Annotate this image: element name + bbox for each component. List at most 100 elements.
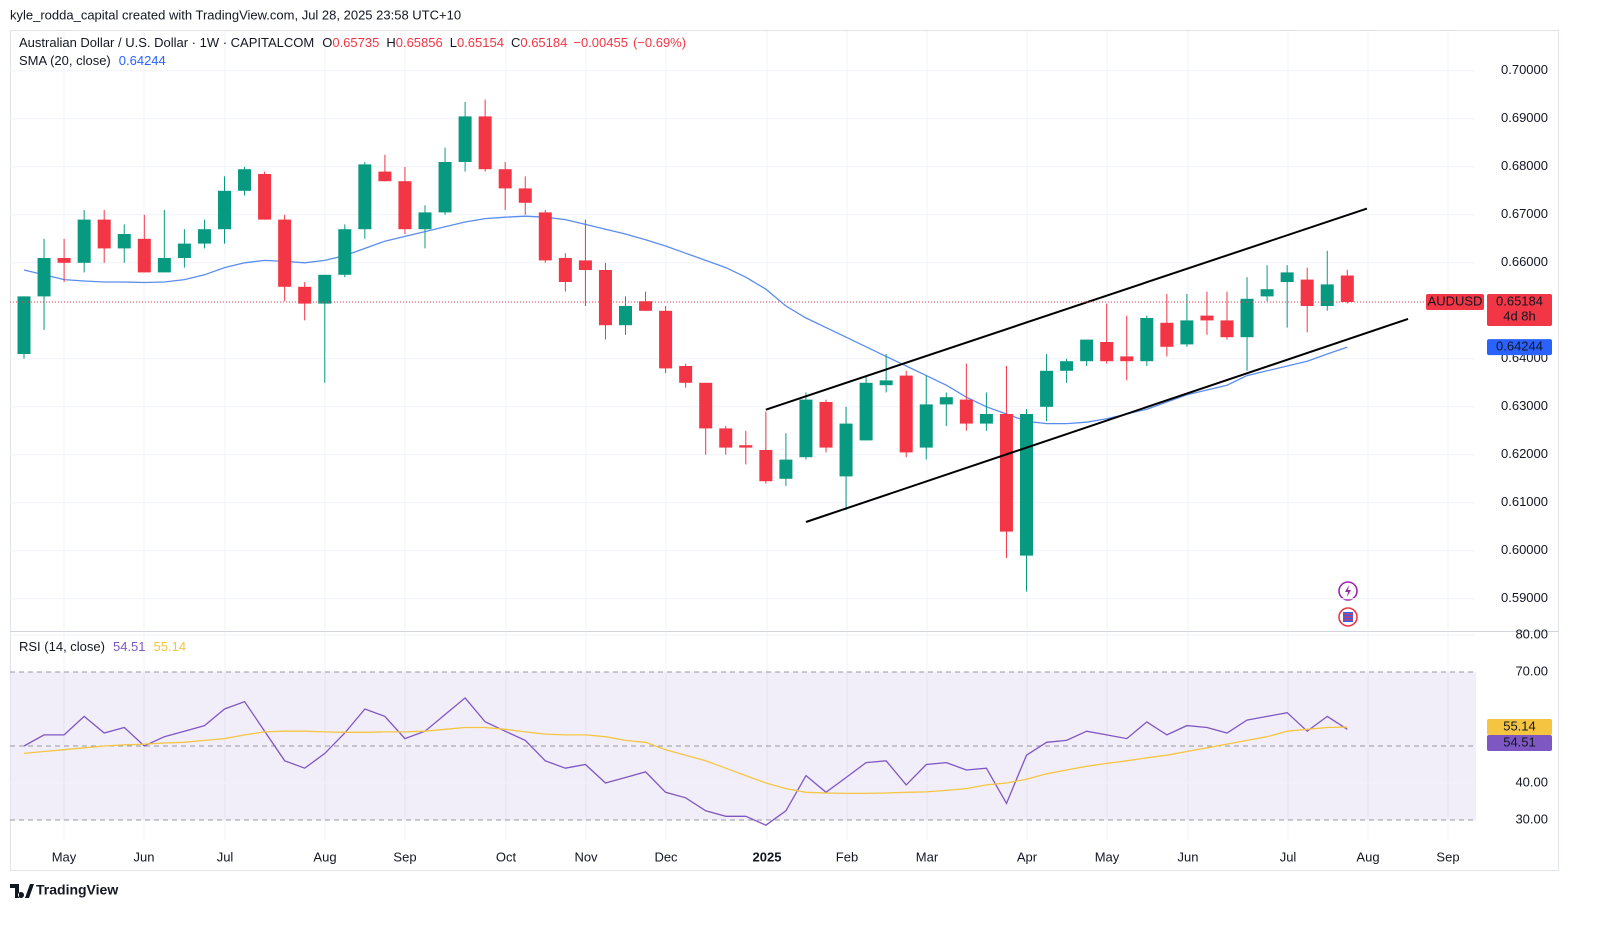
series-value: 54.51 xyxy=(113,639,146,654)
candle-body xyxy=(418,212,432,230)
candle-body xyxy=(1160,322,1174,347)
logo-text: TradingView xyxy=(36,882,118,898)
sma-value: 0.64244 xyxy=(119,53,166,68)
lightning-glyph xyxy=(1345,585,1351,597)
candle-body xyxy=(538,212,552,261)
ohlc-letter: L xyxy=(450,35,457,50)
sma-tag-text: 0.64244 xyxy=(1496,339,1543,354)
candle-body xyxy=(578,260,592,270)
candle-body xyxy=(17,296,31,354)
candle-body xyxy=(1120,356,1134,362)
candle-body xyxy=(57,258,71,263)
candle-body xyxy=(1100,342,1114,362)
candle-body xyxy=(197,229,211,244)
y-tick-label: 0.70000 xyxy=(1501,62,1548,77)
alert-icon[interactable] xyxy=(1338,581,1358,601)
candle-body xyxy=(458,116,472,162)
candle-body xyxy=(37,258,51,297)
candle-body xyxy=(839,423,853,477)
candle-body xyxy=(318,274,332,304)
x-tick-label: Apr xyxy=(1017,849,1038,864)
candle-body xyxy=(1240,298,1254,338)
logo-glyph xyxy=(10,884,34,898)
x-tick-label: Sep xyxy=(1436,849,1459,864)
x-tick-label: Jul xyxy=(1280,849,1297,864)
credit: kyle_rodda_capital created with TradingV… xyxy=(10,7,461,22)
flag-stripes xyxy=(1343,613,1353,621)
candle-body xyxy=(999,414,1013,532)
x-tick-label: Jun xyxy=(134,849,155,864)
symbol-tag-text: AUDUSD xyxy=(1428,293,1483,308)
candle-body xyxy=(338,229,352,275)
channel-line xyxy=(805,318,1409,523)
candle-body xyxy=(218,190,231,230)
candle-body xyxy=(1060,361,1074,371)
series-name: RSI (14, close) xyxy=(19,639,105,654)
y-tick-label: 0.66000 xyxy=(1501,254,1548,269)
value-tag-text: 55.14 xyxy=(1503,718,1536,733)
x-tick-label: Nov xyxy=(574,849,598,864)
y-tick-label: 0.67000 xyxy=(1501,206,1548,221)
x-tick-label: May xyxy=(52,849,77,864)
candle-body xyxy=(518,188,532,203)
candle-body xyxy=(719,428,733,448)
candle-body xyxy=(278,219,292,287)
candle-body xyxy=(137,238,151,273)
symbol-tag xyxy=(1426,293,1484,310)
change-value: −0.00455 xyxy=(573,35,628,50)
candle-body xyxy=(1180,320,1194,345)
legend-sma: SMA (20, close) 0.64244 xyxy=(19,53,166,68)
y-tick-label: 0.63000 xyxy=(1501,398,1548,413)
candle-body xyxy=(378,171,392,182)
candle-body xyxy=(157,258,171,273)
y-tick-label: 0.68000 xyxy=(1501,158,1548,173)
candle-body xyxy=(1260,289,1274,297)
series-value: 55.14 xyxy=(154,639,187,654)
candle-body xyxy=(899,375,913,453)
ohlc-value: 0.65154 xyxy=(457,35,504,50)
tradingview-logo[interactable]: TradingView xyxy=(10,882,118,898)
candle-body xyxy=(939,397,953,405)
y-tick-label: 0.61000 xyxy=(1501,494,1548,509)
candle-body xyxy=(258,174,272,220)
countdown-text: 4d 8h xyxy=(1503,308,1536,323)
event-icon[interactable] xyxy=(1338,607,1358,627)
y-tick-label: 30.00 xyxy=(1515,811,1548,826)
y-tick-label: 80.00 xyxy=(1515,626,1548,641)
candle-body xyxy=(398,181,412,230)
candle-body xyxy=(979,414,993,424)
y-tick-label: 0.62000 xyxy=(1501,446,1548,461)
candle-body xyxy=(779,459,793,479)
x-tick-label: Dec xyxy=(654,849,678,864)
x-tick-label: Feb xyxy=(836,849,858,864)
ohlc-letter: H xyxy=(386,35,395,50)
value-tag xyxy=(1487,734,1552,751)
x-tick-label: Jun xyxy=(1178,849,1199,864)
candle-body xyxy=(619,306,632,326)
ohlc-value: 0.65856 xyxy=(396,35,443,50)
y-tick-label: 0.60000 xyxy=(1501,542,1548,557)
candle-body xyxy=(1320,284,1334,306)
chart-frame xyxy=(10,30,1559,871)
candle-body xyxy=(238,169,252,191)
candle-body xyxy=(177,243,191,258)
candle-body xyxy=(298,286,312,304)
candle-body xyxy=(1040,370,1054,407)
x-tick-label: Aug xyxy=(1356,849,1379,864)
candle-body xyxy=(598,270,612,326)
sma-tag xyxy=(1487,339,1552,356)
channel-line xyxy=(765,207,1368,411)
candle-body xyxy=(1300,279,1314,306)
y-tick-label: 40.00 xyxy=(1515,774,1548,789)
candle-body xyxy=(438,162,452,213)
candle-body xyxy=(859,382,873,441)
x-tick-label: 2025 xyxy=(753,849,782,864)
y-tick-label: 0.59000 xyxy=(1501,590,1548,605)
x-tick-label: Aug xyxy=(313,849,336,864)
candle-body xyxy=(879,380,893,386)
candle-body xyxy=(97,219,111,249)
legend-rsi: RSI (14, close) 54.51 55.14 xyxy=(19,639,186,654)
candle-body xyxy=(1200,315,1214,321)
candle-body xyxy=(478,116,492,170)
legend-title: Australian Dollar / U.S. Dollar · 1W · C… xyxy=(19,35,686,50)
